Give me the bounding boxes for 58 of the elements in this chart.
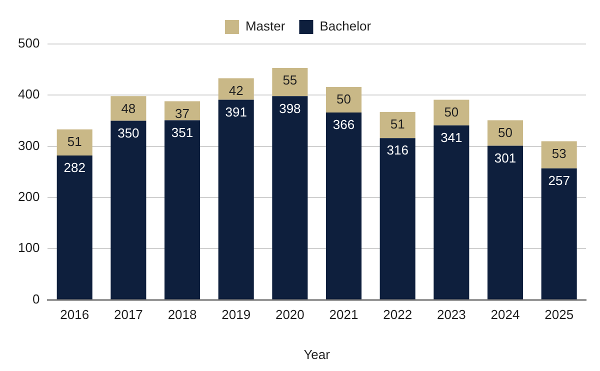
legend-label: Master — [245, 18, 286, 34]
data-label: 42 — [228, 82, 244, 98]
data-label: 350 — [118, 125, 140, 140]
data-label: 55 — [282, 72, 298, 88]
data-label: 366 — [332, 117, 355, 132]
x-tick-label: 2023 — [436, 307, 466, 322]
data-label: 282 — [64, 160, 86, 176]
bar — [218, 100, 254, 300]
bar — [380, 138, 416, 300]
bar — [326, 112, 362, 300]
legend-label: Bachelor — [320, 18, 372, 34]
data-label: 391 — [225, 104, 247, 120]
x-tick-label: 2025 — [544, 307, 574, 322]
y-tick-label: 200 — [18, 189, 40, 204]
x-tick-label: 2019 — [222, 307, 251, 322]
bar — [110, 120, 146, 300]
bar — [326, 86, 362, 113]
y-tick-label: 300 — [18, 138, 40, 153]
x-tick-label: 2021 — [329, 307, 358, 322]
bar — [434, 125, 470, 300]
bar — [541, 168, 577, 300]
bar — [218, 78, 254, 100]
bar — [110, 96, 146, 121]
data-label: 351 — [171, 124, 194, 140]
bar — [434, 100, 470, 126]
y-tick-label: 500 — [18, 36, 40, 51]
data-label: 50 — [336, 92, 351, 107]
bar — [272, 96, 308, 300]
bar — [56, 129, 92, 156]
x-tick-label: 2022 — [383, 307, 412, 322]
data-label: 51 — [67, 134, 82, 150]
bar — [487, 146, 524, 300]
x-tick-label: 2020 — [275, 307, 304, 322]
bar — [541, 141, 577, 168]
x-tick-label: 2018 — [168, 307, 197, 322]
data-label: 37 — [175, 106, 190, 121]
bar — [56, 156, 92, 300]
data-label: 398 — [279, 100, 301, 116]
y-tick-label: 400 — [18, 86, 40, 102]
data-label: 53 — [552, 146, 566, 161]
x-axis-title: Year — [304, 346, 331, 362]
data-label: 301 — [494, 150, 516, 166]
data-label: 50 — [498, 124, 512, 140]
y-tick-label: 0 — [32, 291, 40, 306]
y-tick-label: 100 — [18, 240, 40, 256]
bar — [164, 120, 200, 300]
bar — [487, 120, 524, 146]
data-label: 316 — [386, 142, 408, 158]
x-tick-label: 2024 — [490, 307, 520, 322]
x-tick-label: 2017 — [114, 307, 143, 322]
data-label: 257 — [548, 172, 570, 188]
data-label: 341 — [440, 130, 462, 145]
bar — [380, 112, 416, 138]
data-label: 48 — [121, 100, 136, 116]
x-tick-label: 2016 — [60, 307, 90, 322]
data-label: 50 — [444, 104, 459, 120]
bar — [272, 68, 308, 96]
data-label: 51 — [390, 116, 405, 132]
